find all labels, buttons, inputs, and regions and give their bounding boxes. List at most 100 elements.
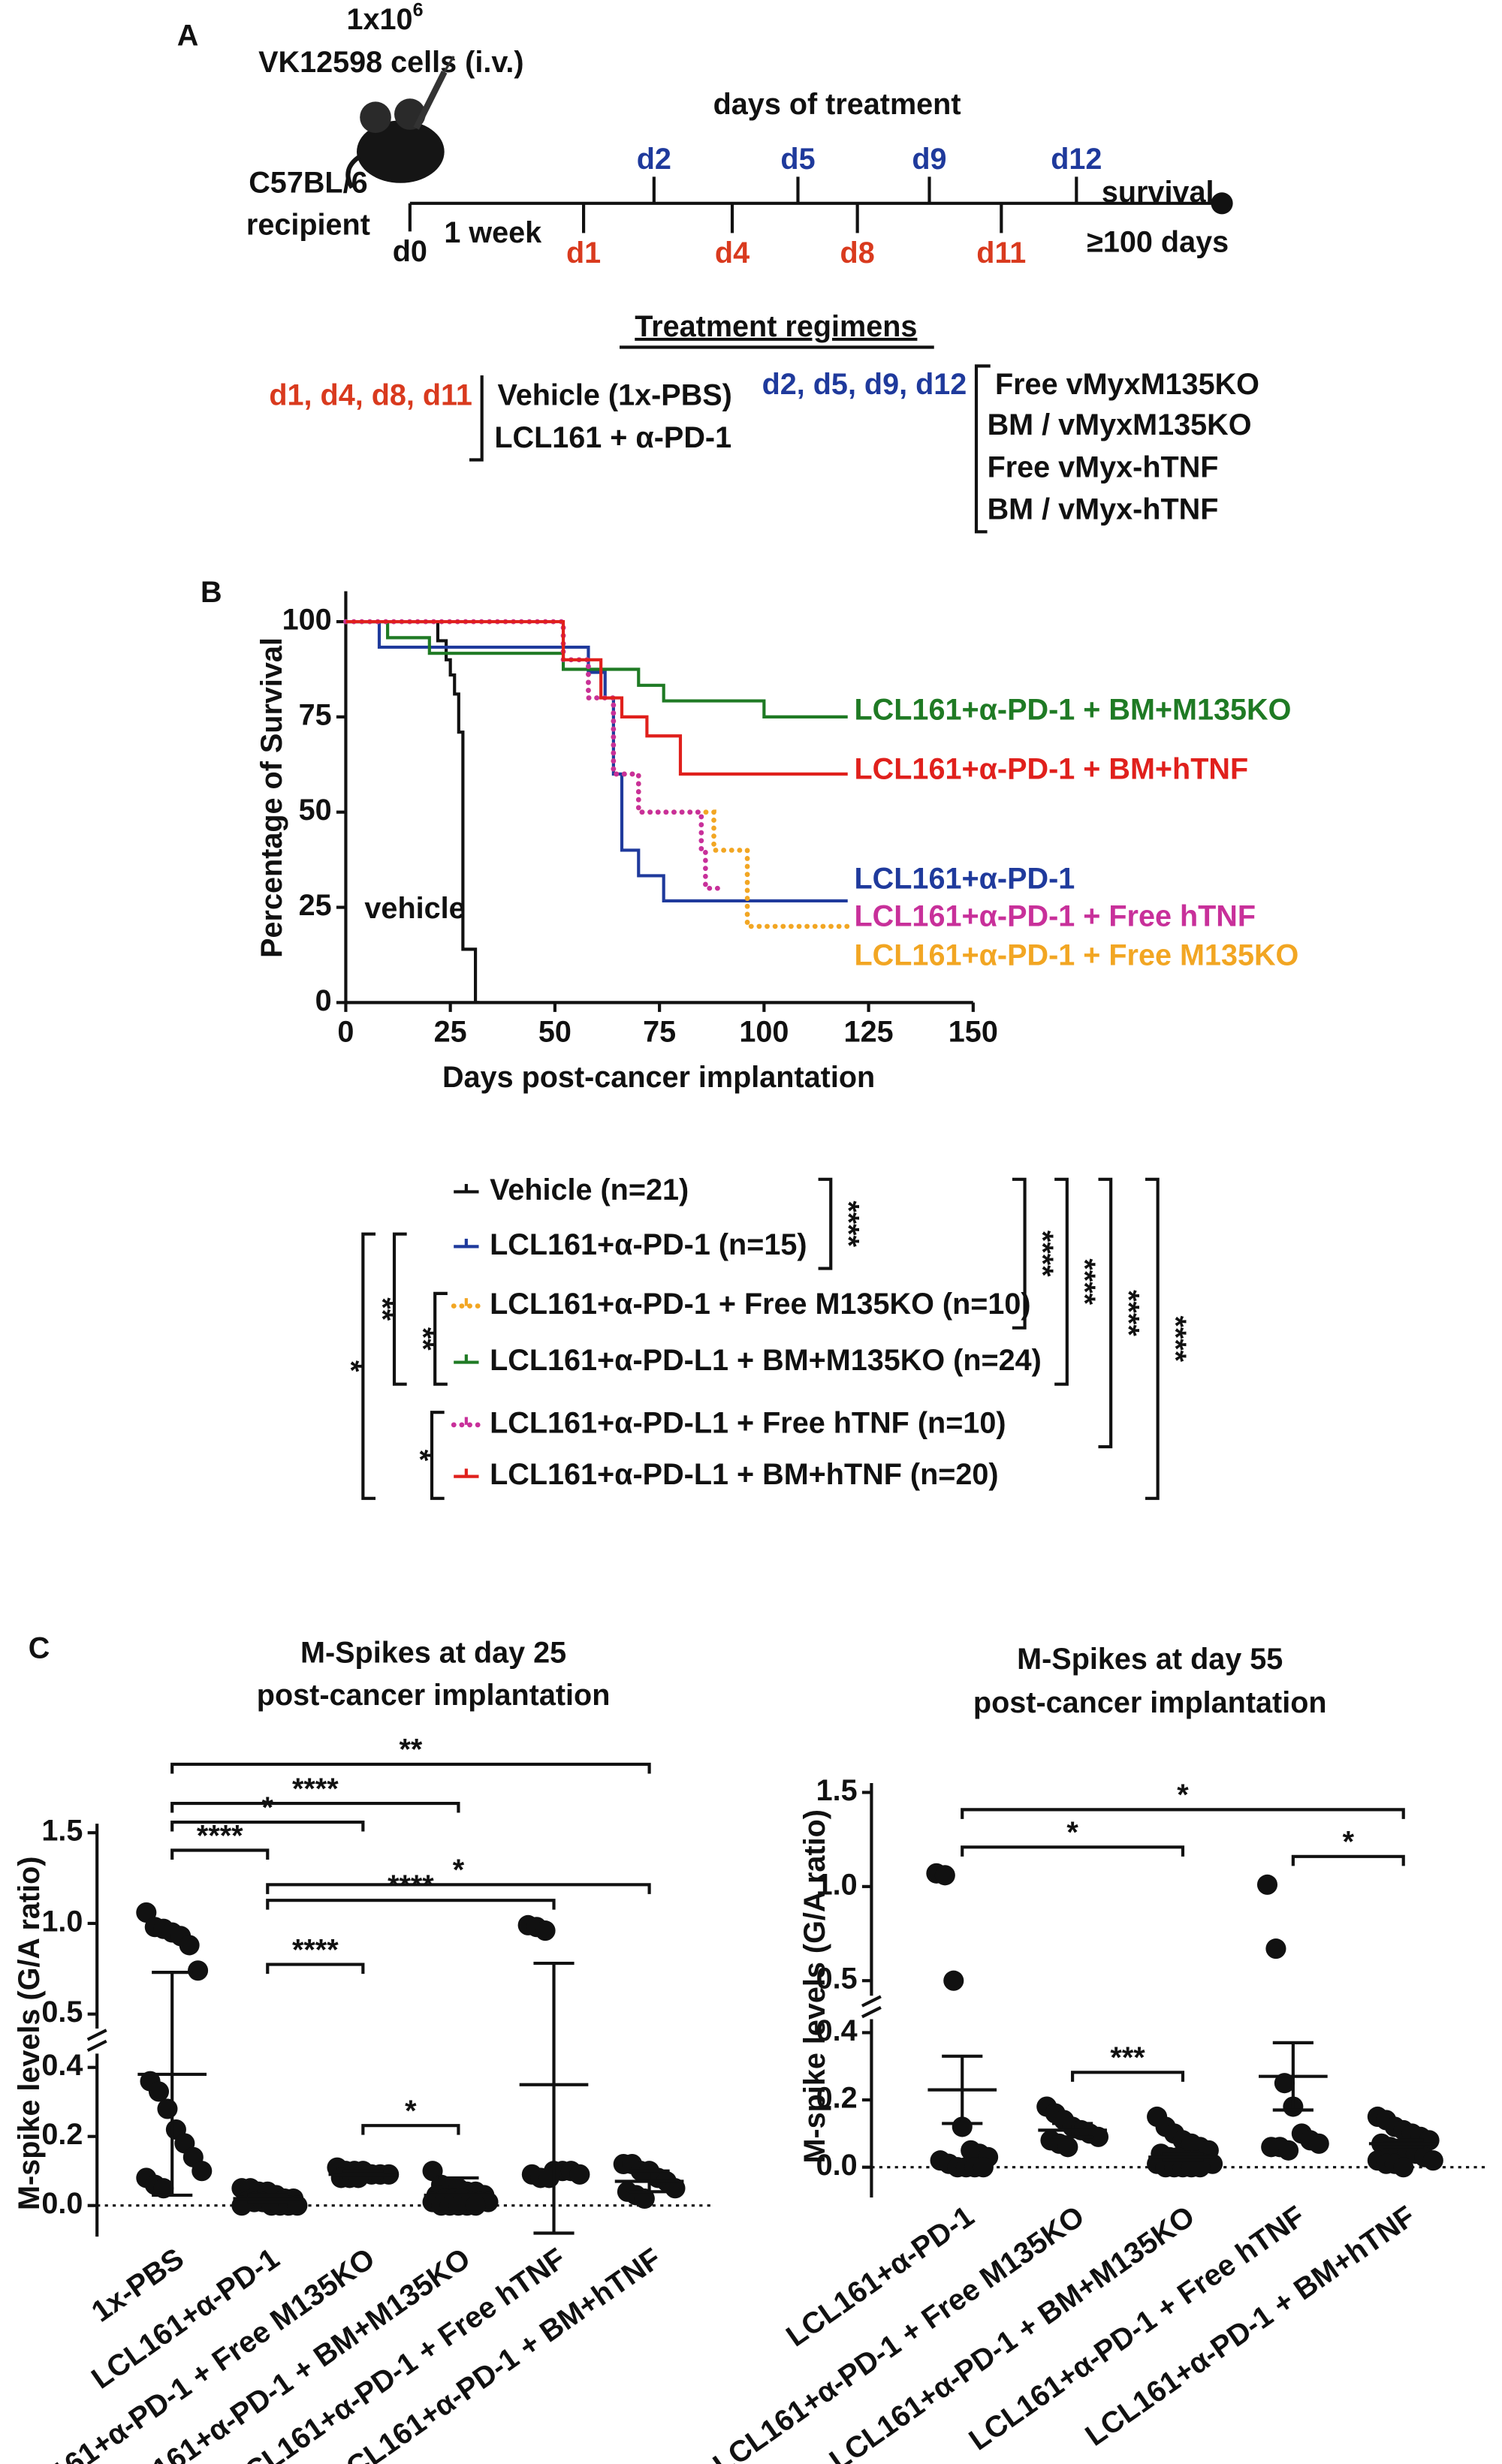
significance-label: * xyxy=(1343,1826,1355,1859)
y-tick-label: 0.2 xyxy=(816,2082,858,2115)
regimen-bracket xyxy=(974,364,991,534)
syringe-needle xyxy=(443,56,455,73)
survival-curve xyxy=(345,619,480,1005)
significance-label: ** xyxy=(366,1297,399,1321)
data-point xyxy=(1393,2157,1414,2178)
blue-treatment: Free vMyx-hTNF xyxy=(988,450,1219,483)
red-day: d8 xyxy=(840,236,875,270)
y-axis-title: M-spike levels (G/A ratio) xyxy=(798,1809,831,2163)
recipient: C57BL/6 xyxy=(249,166,367,199)
significance-bracket xyxy=(818,1177,833,1270)
significance-bracket xyxy=(392,1232,407,1386)
data-point xyxy=(287,2195,308,2216)
blue-treatment: BM / vMyx-hTNF xyxy=(988,493,1219,526)
blue-treatment: Free vMyxM135KO xyxy=(995,368,1259,401)
significance-bracket xyxy=(1291,1854,1405,1866)
y-tick-label: 1.0 xyxy=(41,1905,83,1938)
curve-label: LCL161+α-PD-1 + Free M135KO xyxy=(854,938,1298,971)
significance-bracket xyxy=(961,1808,1405,1819)
x-tick-label: 75 xyxy=(643,1016,676,1049)
x-tick-label: 0 xyxy=(337,1016,354,1049)
survival-curve xyxy=(345,619,848,776)
y-tick-label: 0.5 xyxy=(41,1996,83,2029)
red-schedule: d1, d4, d8, d11 xyxy=(269,379,472,412)
curve-label: LCL161+α-PD-1 xyxy=(854,862,1075,895)
data-point xyxy=(157,2098,178,2119)
data-point xyxy=(179,1935,200,1956)
data-point xyxy=(1087,2126,1109,2147)
data-point xyxy=(634,2188,655,2209)
panel-label: B xyxy=(201,576,222,609)
cells-dose-exponent: 6 xyxy=(413,0,424,20)
end-label: survival xyxy=(1102,176,1214,209)
significance-bracket xyxy=(170,1820,365,1832)
data-point xyxy=(1057,2137,1078,2158)
cells-name: VK12598 cells (i.v.) xyxy=(258,46,523,79)
data-point xyxy=(1419,2130,1440,2151)
significance-label: * xyxy=(453,1854,465,1887)
red-day: d1 xyxy=(566,236,601,270)
significance-bracket xyxy=(433,1291,448,1386)
data-point xyxy=(1256,1874,1278,1895)
y-tick-label: 1.5 xyxy=(816,1774,858,1807)
mouse-tail xyxy=(345,154,362,189)
data-point xyxy=(1422,2150,1443,2171)
chart-title: M-Spikes at day 55 xyxy=(1017,1643,1283,1676)
y-tick-label: 1.5 xyxy=(41,1815,83,1848)
curve-label: LCL161+α-PD-1 + BM+hTNF xyxy=(854,753,1248,786)
significance-label: **** xyxy=(292,1933,339,1966)
blue-day: d2 xyxy=(637,143,671,176)
mouse-ear xyxy=(360,101,391,134)
significance-bracket xyxy=(361,1232,376,1500)
interval: 1 week xyxy=(444,216,542,249)
significance-bracket xyxy=(170,1801,460,1813)
data-point xyxy=(192,2161,213,2182)
blue-schedule: d2, d5, d9, d12 xyxy=(762,368,967,401)
y-tick-label: 50 xyxy=(299,794,332,827)
data-point xyxy=(973,2157,994,2178)
significance-label: *** xyxy=(1110,2041,1145,2074)
data-point xyxy=(1274,2073,1295,2094)
data-point xyxy=(153,2178,174,2199)
y-tick-label: 1.0 xyxy=(816,1868,858,1901)
blue-day: d12 xyxy=(1051,143,1102,176)
y-axis-title: M-spike levels (G/A ratio) xyxy=(13,1857,46,2210)
significance-label: **** xyxy=(832,1200,865,1247)
data-point xyxy=(665,2178,686,2199)
cells-dose-base: 1x10 xyxy=(347,4,413,37)
significance-label: * xyxy=(1066,1816,1078,1849)
x-axis-title: Days post-cancer implantation xyxy=(442,1061,875,1094)
significance-bracket xyxy=(170,1762,651,1774)
significance-bracket xyxy=(361,2124,460,2135)
significance-bracket xyxy=(266,1883,651,1894)
legend-label: LCL161+α-PD-L1 + Free hTNF (n=10) xyxy=(490,1406,1006,1439)
curve-label: vehicle xyxy=(364,892,465,925)
significance-bracket xyxy=(1012,1177,1027,1330)
regimen-bracket xyxy=(469,375,484,462)
significance-label: **** xyxy=(388,1869,434,1902)
y-tick-label: 0.4 xyxy=(816,2014,858,2047)
red-day: d4 xyxy=(715,236,749,270)
data-point xyxy=(1265,1938,1286,1959)
red-day: d11 xyxy=(976,236,1026,270)
y-tick-label: 0.0 xyxy=(41,2187,83,2220)
blue-treatment: BM / vMyxM135KO xyxy=(988,408,1252,441)
data-point xyxy=(943,1970,964,1991)
data-point xyxy=(1308,2133,1329,2154)
x-tick-label: 125 xyxy=(844,1016,894,1049)
panel-label: C xyxy=(29,1631,50,1664)
axis-break xyxy=(861,1995,882,2019)
data-point xyxy=(1190,2157,1211,2178)
data-point xyxy=(934,1865,955,1886)
y-tick-label: 0.2 xyxy=(41,2118,83,2151)
significance-label: * xyxy=(403,1450,436,1462)
syringe xyxy=(413,70,448,130)
data-point xyxy=(538,2167,559,2188)
significance-label: ** xyxy=(406,1327,439,1351)
significance-label: **** xyxy=(1026,1230,1059,1277)
panel-label: A xyxy=(177,19,199,52)
significance-bracket xyxy=(1071,2071,1185,2082)
survival-curve xyxy=(343,619,725,891)
significance-bracket xyxy=(170,1848,270,1860)
